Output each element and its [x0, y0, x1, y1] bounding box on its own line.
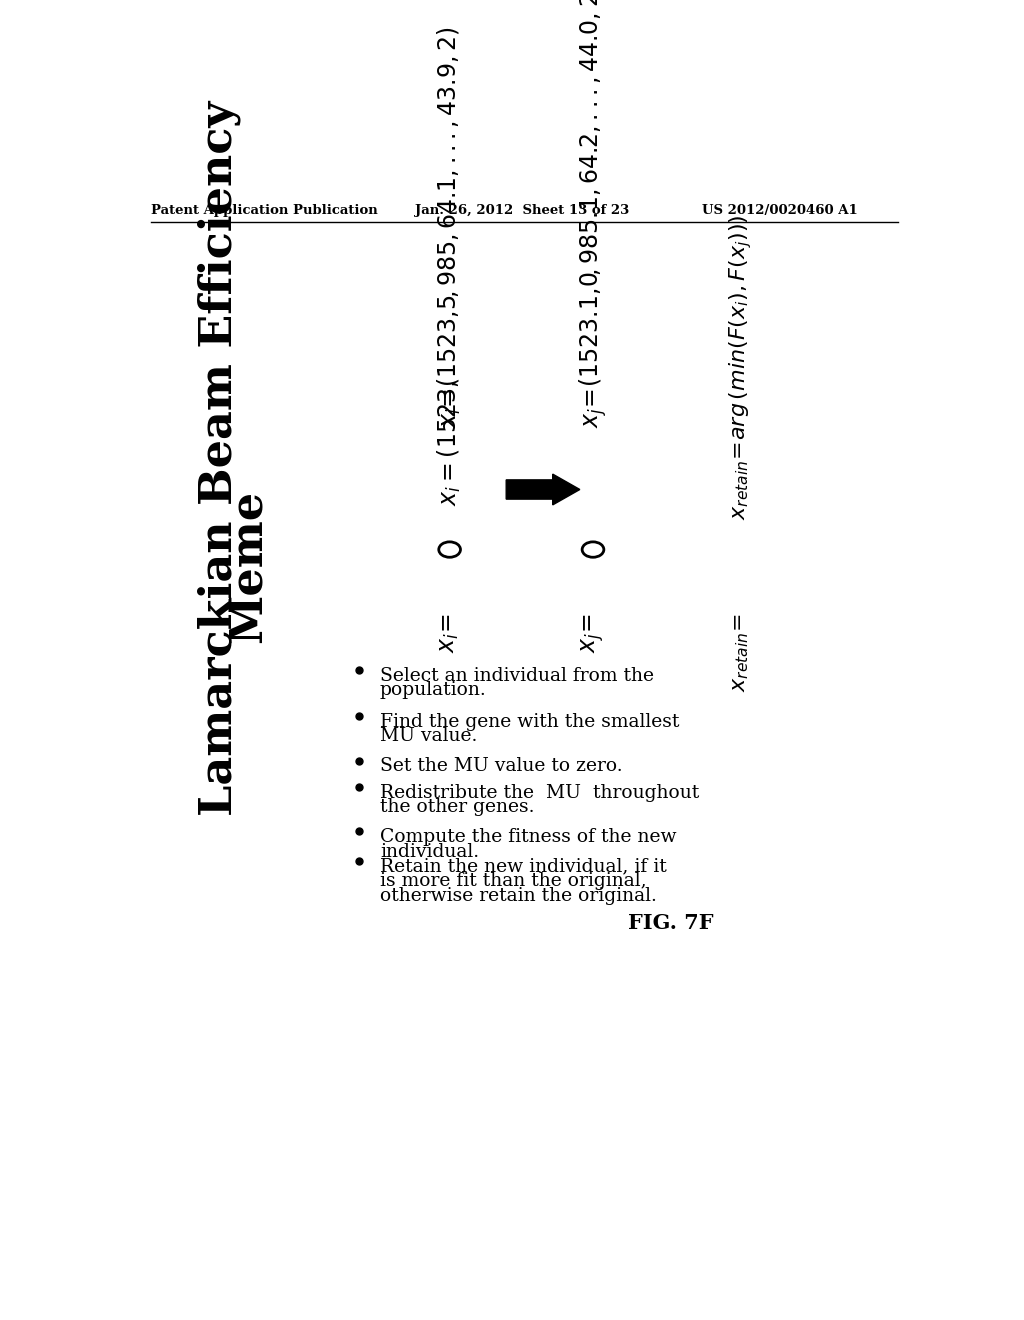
Text: Compute the fitness of the new: Compute the fitness of the new: [380, 829, 677, 846]
Text: FIG. 7F: FIG. 7F: [628, 913, 714, 933]
Text: $x_i\!=\!(1523,\!5\!,985,64.1,...,43.9,2)$: $x_i\!=\!(1523,\!5\!,985,64.1,...,43.9,2…: [436, 26, 463, 428]
Text: Select an individual from the: Select an individual from the: [380, 667, 654, 685]
Text: population.: population.: [380, 681, 486, 700]
Text: $x_i = (1523,$: $x_i = (1523,$: [436, 380, 463, 506]
Text: $x_{retain}\!=$: $x_{retain}\!=$: [729, 612, 752, 692]
Text: US 2012/0020460 A1: US 2012/0020460 A1: [701, 205, 857, 218]
Text: the other genes.: the other genes.: [380, 799, 535, 816]
Text: Find the gene with the smallest: Find the gene with the smallest: [380, 713, 679, 731]
Text: $x_{retain}\!=\!arg\,(min(F(x_i),F(x_j)))$: $x_{retain}\!=\!arg\,(min(F(x_i),F(x_j))…: [727, 215, 754, 520]
Text: Patent Application Publication: Patent Application Publication: [152, 205, 378, 218]
Text: Set the MU value to zero.: Set the MU value to zero.: [380, 758, 623, 775]
FancyArrow shape: [506, 474, 580, 506]
Text: Meme: Meme: [226, 490, 269, 643]
Text: individual.: individual.: [380, 843, 479, 861]
Text: Retain the new individual, if it: Retain the new individual, if it: [380, 858, 667, 875]
Text: Redistribute the  MU  throughout: Redistribute the MU throughout: [380, 784, 699, 801]
Text: $x_j\!=$: $x_j\!=$: [580, 612, 606, 652]
Text: $x_j\!=\!(1523.1,\!0\!,985.1,64.2,...,44.0,2)$: $x_j\!=\!(1523.1,\!0\!,985.1,64.2,...,44…: [578, 0, 609, 428]
Text: is more fit than the original,: is more fit than the original,: [380, 873, 646, 890]
Text: Jan. 26, 2012  Sheet 13 of 23: Jan. 26, 2012 Sheet 13 of 23: [415, 205, 629, 218]
Text: Lamarckian Beam Efficiency: Lamarckian Beam Efficiency: [198, 102, 242, 816]
Text: $x_i\!=$: $x_i\!=$: [438, 612, 461, 652]
Text: otherwise retain the original.: otherwise retain the original.: [380, 887, 656, 904]
Text: MU value.: MU value.: [380, 727, 477, 746]
